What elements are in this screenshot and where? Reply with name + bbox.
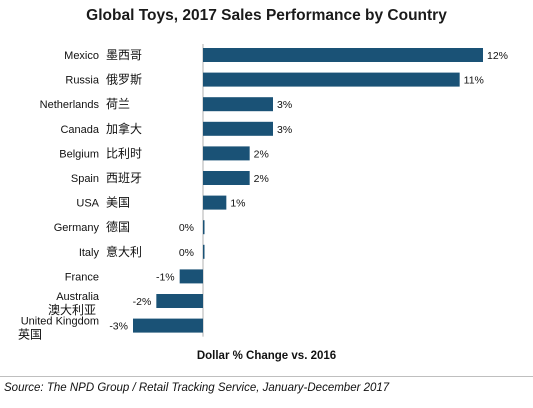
bar-france <box>179 269 203 284</box>
category-label-en: France <box>65 271 99 283</box>
data-label: -1% <box>156 271 175 283</box>
category-label-zh: 意大利 <box>106 244 142 259</box>
bar-belgium <box>203 146 250 161</box>
data-label: 11% <box>464 75 484 87</box>
data-label: -3% <box>109 321 128 333</box>
bar-canada <box>203 121 273 136</box>
source-note: Source: The NPD Group / Retail Tracking … <box>4 382 390 394</box>
category-label-en: Italy <box>79 247 100 259</box>
category-label-zh: 墨西哥 <box>106 48 142 62</box>
data-label: 0% <box>179 247 194 259</box>
category-label-zh: 荷兰 <box>106 97 130 111</box>
category-label-en: Belgium <box>59 148 99 160</box>
category-label-zh: 美国 <box>106 196 130 210</box>
data-label: 0% <box>179 222 194 234</box>
data-label: 2% <box>254 173 269 185</box>
bar-germany <box>203 220 205 235</box>
plot-area: 12% Mexico 墨西哥 11% Russia 俄罗斯 3% Netherlands 荷兰 3… <box>18 44 508 342</box>
category-label-en: USA <box>76 198 99 210</box>
bar-united-kingdom <box>133 318 203 333</box>
category-label-zh: 德国 <box>106 219 130 234</box>
category-label-en: Germany <box>54 222 100 234</box>
category-label-en: Australia <box>56 291 100 303</box>
category-label-en: Canada <box>60 124 99 136</box>
bar-italy <box>203 244 205 259</box>
bar-russia <box>203 72 460 87</box>
bar-spain <box>203 171 250 185</box>
bar-netherlands <box>203 97 273 112</box>
category-label-en: Russia <box>65 75 100 87</box>
bar-usa <box>203 195 227 210</box>
x-axis-label: Dollar % Change vs. 2016 <box>196 350 337 362</box>
category-label-zh: 西班牙 <box>106 171 142 185</box>
data-label: 1% <box>230 198 245 210</box>
category-label-zh: 比利时 <box>106 146 142 160</box>
chart-title: Global Toys, 2017 Sales Performance by C… <box>86 7 447 24</box>
source-divider <box>0 376 533 377</box>
data-label: 12% <box>487 50 508 62</box>
category-label-en: Mexico <box>64 50 99 62</box>
bar-australia <box>156 294 203 308</box>
category-label-zh: 英国 <box>18 328 42 342</box>
data-label: 3% <box>277 99 292 111</box>
data-label: -2% <box>133 296 152 308</box>
bar-mexico <box>203 48 483 62</box>
category-label-en: United Kingdom <box>21 316 99 328</box>
category-label-zh: 加拿大 <box>106 121 142 136</box>
category-label-zh: 澳大利亚 <box>48 303 96 317</box>
category-label-zh: 俄罗斯 <box>106 73 142 87</box>
category-label-en: Spain <box>71 173 99 185</box>
category-label-en: Netherlands <box>40 99 100 111</box>
data-label: 2% <box>254 148 269 160</box>
data-label: 3% <box>277 124 292 136</box>
